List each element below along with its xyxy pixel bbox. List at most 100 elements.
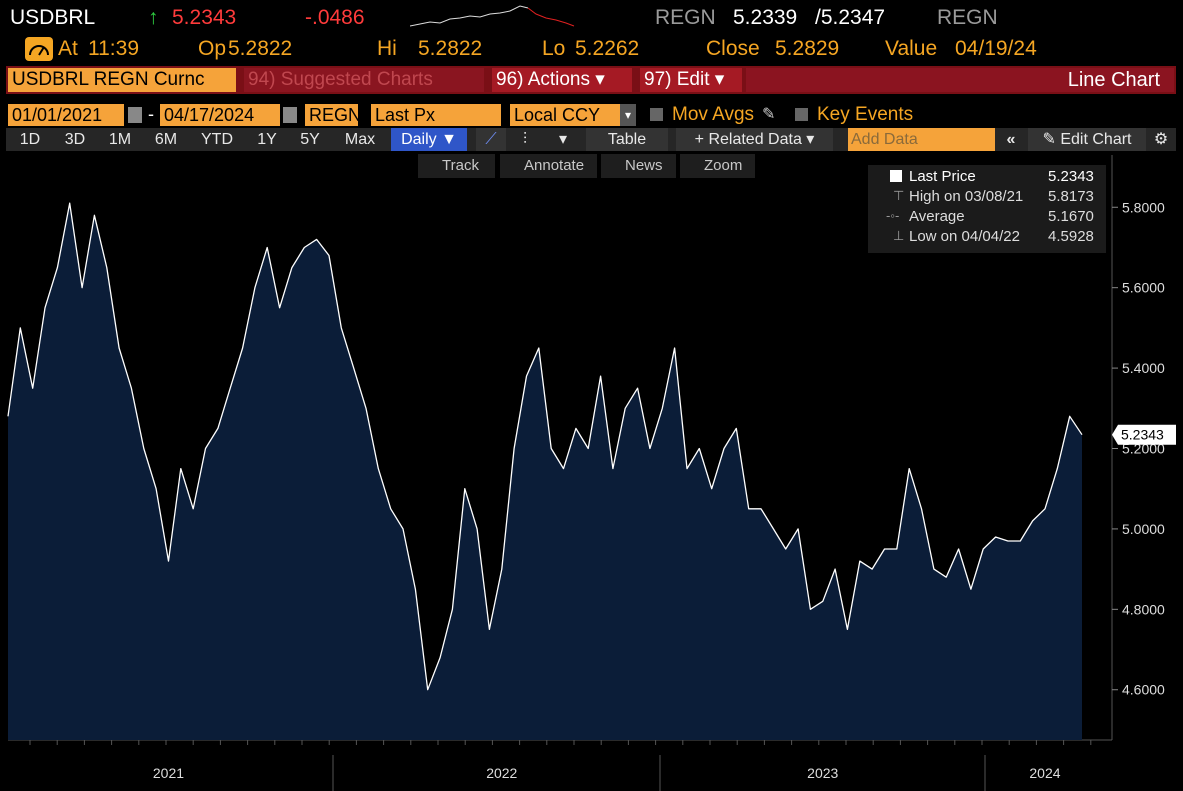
period-button[interactable]: 6M [154,131,178,148]
legend-label: Average [909,208,965,225]
legend-symbol: ⊤ [893,188,905,203]
chart-kind: Line Chart [746,68,1174,92]
up-arrow: ↑ [148,6,159,29]
pencil-icon: ✎ [1042,131,1056,148]
legend-value: 4.5928 [1048,228,1094,245]
stat-value: 5.2822 [228,37,293,60]
legend-label: Low on 04/04/22 [909,228,1020,245]
track-tool[interactable]: Track [418,154,495,178]
add-data[interactable]: Add Data [848,128,995,151]
legend-value: 5.8173 [1048,188,1094,205]
edit-label: 97) Edit [644,69,710,90]
table-button[interactable]: Table [586,128,668,151]
period-button[interactable]: YTD [201,131,233,148]
source-field[interactable]: REGN [305,104,358,126]
y-tick-label: 4.8000 [1122,601,1165,617]
y-tick-label: 4.6000 [1122,682,1165,698]
dropdown-caret: ▾ [595,69,605,90]
period-button[interactable]: 1M [108,131,132,148]
y-tick-label: 5.0000 [1122,521,1165,537]
bar-icon[interactable]: ⫶ [522,131,527,148]
checkbox[interactable] [795,108,808,121]
stat-label: Op [198,37,227,60]
last-price-label: 5.2343 [1121,427,1164,443]
dropdown-caret: ▼ [441,131,457,148]
chart: 4.60004.80005.00005.20005.40005.60005.80… [7,155,1176,791]
calendar-icon[interactable] [283,107,297,123]
annotate-tool[interactable]: Annotate [500,154,597,178]
actions-label: 96) Actions [496,69,590,90]
dropdown-caret: ▾ [806,131,815,148]
stat-value: 11:39 [88,37,139,60]
legend-label: High on 03/08/21 [909,188,1024,205]
legend-value: 5.2343 [1048,168,1094,185]
gauge-icon [25,37,53,61]
frequency-label: Daily [401,131,437,148]
stat-value: 04/19/24 [955,37,1037,60]
stat-label: Close [706,37,760,60]
ticker: USDBRL [10,6,96,29]
area [8,203,1082,740]
ask: /5.2347 [815,6,886,29]
key-events[interactable]: Key Events [817,104,914,125]
period-button[interactable]: 1D [19,131,41,148]
legend-symbol: -◦- [886,208,900,223]
legend [868,165,1106,253]
price-line [7,202,1083,691]
gear-icon[interactable]: ⚙ [1153,131,1169,148]
stat-label: At [58,37,78,60]
checkbox[interactable] [650,108,663,121]
period-button[interactable]: Max [344,131,376,148]
source: REGN [655,6,716,29]
end-date[interactable]: 04/17/2024 [160,104,280,126]
x-tick-label: 2022 [486,765,517,781]
start-date[interactable]: 01/01/2021 [8,104,124,126]
x-tick-label: 2021 [153,765,184,781]
range-dash: - [148,104,154,124]
price: 5.2343 [172,6,237,29]
stat-label: Hi [377,37,397,60]
y-tick-label: 5.4000 [1122,360,1165,376]
stat-value: 5.2829 [775,37,840,60]
period-button[interactable]: 3D [64,131,86,148]
plus-icon: + [694,131,704,148]
news-tool[interactable]: News [601,154,676,178]
pencil-icon[interactable]: ✎ [762,106,776,123]
x-tick-label: 2023 [807,765,838,781]
actions-menu[interactable]: 96) Actions ▾ [492,68,632,92]
frequency-select[interactable]: Daily ▼ [391,128,467,151]
calendar-icon[interactable] [128,107,142,123]
field-select[interactable]: Last Px [371,104,501,126]
dropdown-caret[interactable]: ▾ [620,104,636,126]
security-field[interactable]: USDBRL REGN Curnc [8,68,236,92]
edit-chart-label: Edit Chart [1060,131,1132,148]
last-price-marker [1112,424,1176,445]
stat-label: Value [885,37,938,60]
bid: 5.2339 [733,6,798,29]
collapse-icon[interactable]: « [1006,131,1016,148]
legend-label: Last Price [909,168,976,185]
sparkline [410,5,575,27]
source: REGN [937,6,998,29]
suggested-charts[interactable]: 94) Suggested Charts [244,68,484,92]
x-tick-label: 2024 [1029,765,1060,781]
mov-avgs[interactable]: Mov Avgs [672,104,755,125]
line-icon[interactable]: ⟋ [476,128,506,151]
legend-swatch [890,170,902,182]
period-button[interactable]: 5Y [300,131,320,148]
stat-label: Lo [542,37,566,60]
y-tick-label: 5.6000 [1122,280,1165,296]
related-label: Related Data [708,131,802,148]
dropdown-caret[interactable]: ▾ [558,131,568,148]
zoom-tool[interactable]: Zoom [680,154,755,178]
stat-value: 5.2822 [418,37,483,60]
edit-chart[interactable]: ✎ Edit Chart [1028,128,1146,151]
edit-menu[interactable]: 97) Edit ▾ [640,68,742,92]
y-tick-label: 5.8000 [1122,199,1165,215]
period-button[interactable]: 1Y [257,131,277,148]
related-data[interactable]: + Related Data ▾ [676,128,833,151]
legend-value: 5.1670 [1048,208,1094,225]
currency-select[interactable]: Local CCY [510,104,620,126]
stat-value: 5.2262 [575,37,640,60]
